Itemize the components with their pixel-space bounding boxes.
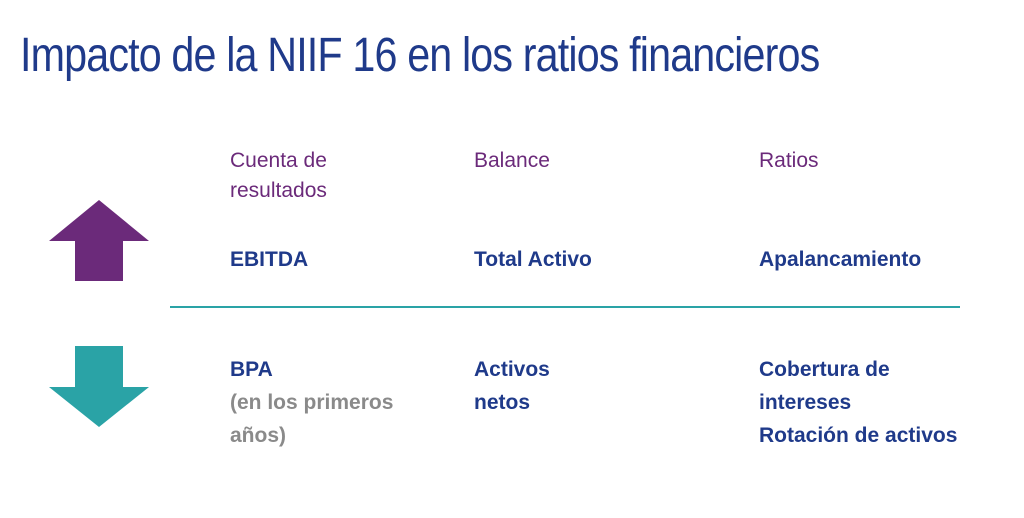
column-header-income-statement: Cuenta de resultados xyxy=(230,149,327,202)
row-divider xyxy=(170,306,960,308)
arrow-down-icon xyxy=(49,346,149,427)
decrease-balance-item: Activos netos xyxy=(474,358,550,414)
decrease-ratios-item-1: Cobertura de intereses xyxy=(759,358,890,414)
slide-title: Impacto de la NIIF 16 en los ratios fina… xyxy=(20,29,820,82)
decrease-ratios-item-2: Rotación de activos xyxy=(759,424,958,447)
column-header-balance: Balance xyxy=(474,149,550,172)
decrease-income-statement-cell: BPA (en los primeros años) xyxy=(230,353,393,452)
column-header-ratios: Ratios xyxy=(759,149,819,172)
decrease-income-statement-note: (en los primeros años) xyxy=(230,391,394,447)
decrease-income-statement-item: BPA xyxy=(230,358,273,381)
increase-ratios-item: Apalancamiento xyxy=(759,248,922,271)
increase-balance-item: Total Activo xyxy=(474,248,592,271)
increase-income-statement-item: EBITDA xyxy=(230,248,309,271)
decrease-ratios-cell: Cobertura de intereses Rotación de activ… xyxy=(759,353,957,452)
arrow-up-icon xyxy=(49,200,149,281)
